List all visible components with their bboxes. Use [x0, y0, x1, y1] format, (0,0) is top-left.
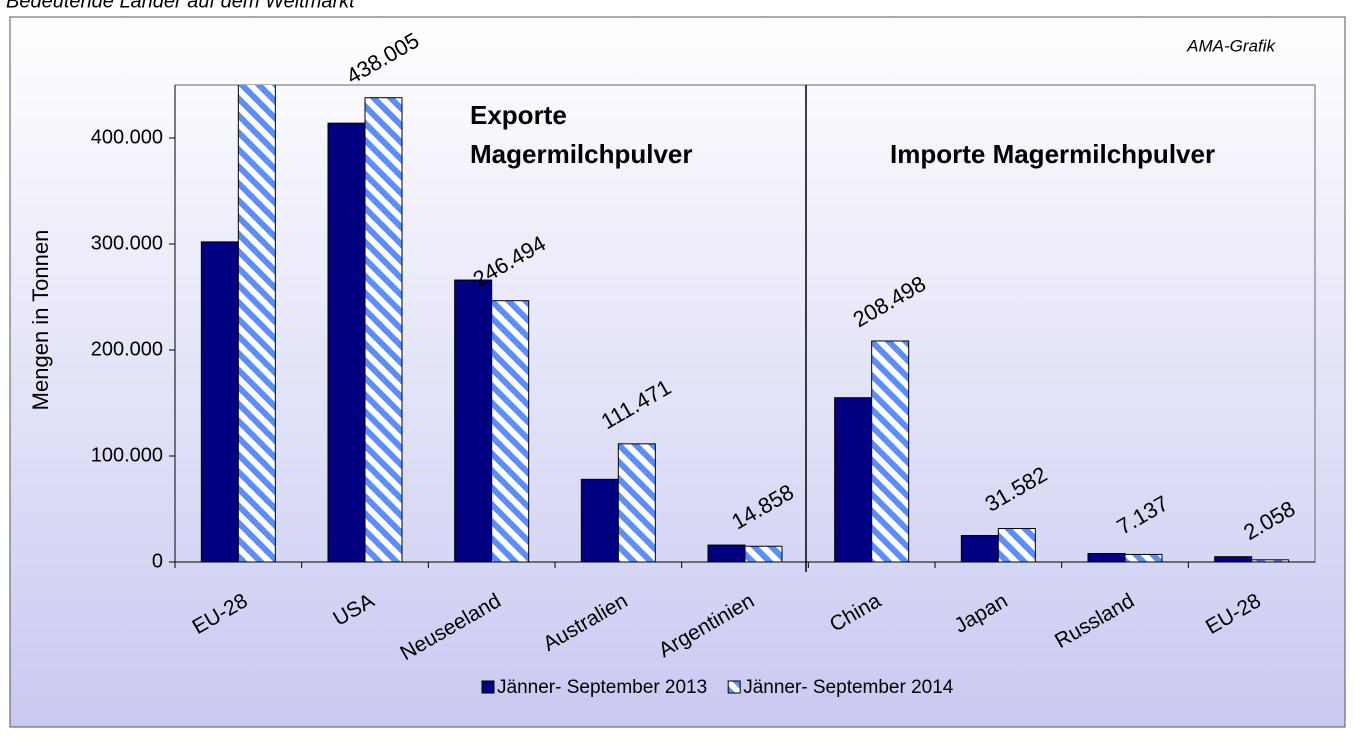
bar [1214, 556, 1253, 562]
annotation: Exporte [470, 100, 567, 130]
y-axis-label: Mengen in Tonnen [28, 230, 53, 411]
y-tick-label: 0 [152, 550, 163, 572]
bar [237, 85, 276, 562]
subtitle: Bedeutende Länder auf dem Weltmarkt [6, 0, 356, 12]
annotation: Importe Magermilchpulver [890, 139, 1215, 169]
bar [1251, 559, 1290, 562]
bar [1087, 553, 1126, 562]
annotation: Magermilchpulver [470, 139, 693, 169]
bar [200, 241, 239, 562]
bar [871, 340, 910, 562]
bar [327, 122, 366, 562]
bar [997, 528, 1036, 562]
legend-label: Jänner- September 2014 [743, 677, 954, 698]
y-tick-label: 200.000 [91, 338, 163, 360]
bar [364, 97, 403, 562]
bar [580, 478, 619, 562]
legend-swatch [727, 680, 741, 694]
y-tick-label: 100.000 [91, 444, 163, 466]
bar [744, 545, 783, 562]
legend-swatch [481, 680, 495, 694]
bar [617, 443, 656, 562]
bar [1124, 553, 1163, 562]
bar [707, 544, 746, 562]
bars [200, 85, 1290, 562]
y-tick-label: 300.000 [91, 232, 163, 254]
bar [491, 300, 530, 562]
source: AMA-Grafik [1186, 36, 1276, 55]
bar [834, 397, 873, 562]
legend-label: Jänner- September 2013 [497, 677, 707, 698]
bar [960, 535, 999, 562]
y-tick-label: 400.000 [91, 126, 163, 148]
bar [454, 279, 493, 562]
